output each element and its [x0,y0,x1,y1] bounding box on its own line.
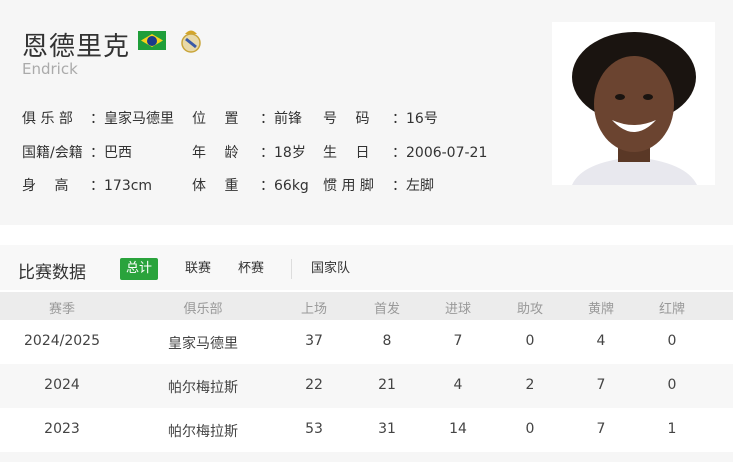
table-cell: 2023 [44,421,80,437]
table-cell: 0 [525,333,535,349]
column-header[interactable]: 赛季 [48,302,76,317]
info-value: ：16号 [392,111,438,127]
player-name: 恩德里克 [22,32,131,62]
table-cell: 53 [305,421,323,437]
info-label: 惯 用 脚 [323,178,374,194]
table-header: 赛季 俱乐部 上场 首发 进球 助攻 黄牌 红牌 [0,292,733,320]
real-madrid-crest-icon[interactable] [180,27,202,54]
table-cell: 帕尔梅拉斯 [168,424,238,440]
tab-divider [291,259,292,279]
table-row: 2023 帕尔梅拉斯 53 31 14 0 7 1 [0,408,733,452]
info-label: 位 置 [192,111,239,127]
table-cell: 7 [453,333,463,349]
table-cell: 0 [525,421,535,437]
info-value: ：2006-07-21 [392,145,488,161]
info-label: 生 日 [323,145,370,161]
tab-league[interactable]: 联赛 [185,261,212,276]
footer-background [0,452,733,462]
brazil-flag-icon [138,31,166,50]
info-label: 国籍/会籍 [22,145,83,161]
info-value: ：18岁 [260,145,306,161]
info-label: 年 龄 [192,145,239,161]
table-cell: 4 [596,333,606,349]
info-value: ：前锋 [260,111,302,127]
tab-total[interactable]: 总计 [120,258,159,280]
column-header[interactable]: 俱乐部 [183,302,223,317]
column-header[interactable]: 红牌 [658,302,686,317]
stats-header [0,245,733,290]
table-cell: 2 [525,377,535,393]
table-cell: 1 [667,421,677,437]
table-cell: 0 [667,333,677,349]
player-photo [552,22,715,185]
column-header[interactable]: 上场 [300,302,328,317]
table-cell: 22 [305,377,323,393]
table-cell: 7 [596,377,606,393]
info-label: 身 高 [22,178,69,194]
player-name-english: Endrick [22,60,78,78]
table-row: 2024/2025 皇家马德里 37 8 7 0 4 0 [0,320,733,364]
info-label: 体 重 [192,178,239,194]
table-cell: 21 [378,377,396,393]
info-value: ：皇家马德里 [90,111,174,127]
table-cell: 0 [667,377,677,393]
info-value: ：左脚 [392,178,434,194]
table-cell: 4 [453,377,463,393]
stats-title: 比赛数据 [18,263,86,283]
table-cell: 皇家马德里 [168,336,238,352]
column-header[interactable]: 首发 [373,302,401,317]
tab-cup[interactable]: 杯赛 [238,261,265,276]
table-cell: 37 [305,333,323,349]
column-header[interactable]: 进球 [444,302,472,317]
info-label: 俱 乐 部 [22,111,73,127]
table-cell: 帕尔梅拉斯 [168,380,238,396]
table-cell: 7 [596,421,606,437]
info-label: 号 码 [323,111,370,127]
info-value: ：173cm [90,178,153,194]
table-cell: 14 [449,421,467,437]
table-row: 2024 帕尔梅拉斯 22 21 4 2 7 0 [0,364,733,408]
column-header[interactable]: 助攻 [516,302,544,317]
info-value: ：66kg [260,178,309,194]
tab-national-team[interactable]: 国家队 [311,261,351,276]
table-cell: 2024/2025 [24,333,100,349]
table-cell: 31 [378,421,396,437]
info-value: ：巴西 [90,145,132,161]
table-cell: 2024 [44,377,80,393]
table-cell: 8 [382,333,392,349]
column-header[interactable]: 黄牌 [587,302,615,317]
